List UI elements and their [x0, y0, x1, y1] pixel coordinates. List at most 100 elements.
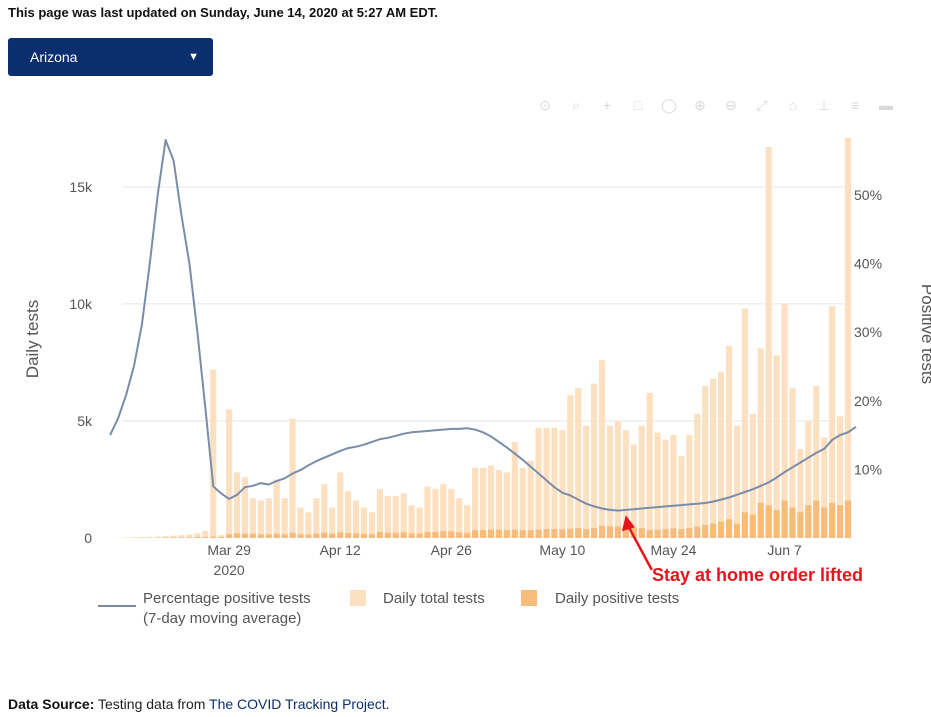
positive-tests-bar [797, 512, 804, 538]
y2-tick-label: 30% [854, 324, 882, 340]
total-tests-bar [741, 308, 748, 538]
positive-tests-bar [448, 531, 455, 538]
lasso-icon[interactable]: ◯ [661, 97, 677, 113]
covid-testing-chart: 0 5k 10k 15k 10% 20% 30% 40% 50% Mar 29 2020 Apr 12… [23, 137, 931, 627]
plus-icon[interactable]: + [602, 97, 612, 113]
positive-tests-bar [376, 532, 383, 538]
legend-total-label: Daily total tests [383, 590, 485, 607]
chevron-down-icon: ▼ [188, 51, 199, 63]
positive-tests-bar [535, 529, 542, 538]
total-tests-bar [130, 537, 137, 538]
annotation-text: Stay at home order lifted [652, 565, 863, 585]
total-tests-bar [702, 385, 709, 538]
total-tests-bar [321, 484, 328, 538]
legend-positive-swatch [521, 590, 537, 606]
zoom-icon[interactable]: ⌕ [572, 97, 580, 113]
zoom-out-icon[interactable]: ⊖ [725, 97, 737, 113]
total-tests-bar [503, 472, 510, 538]
total-tests-bar [233, 472, 241, 538]
total-tests-bar [186, 534, 193, 538]
home-icon[interactable]: ⌂ [788, 97, 798, 113]
total-tests-bar [400, 493, 407, 538]
total-tests-bar [265, 498, 272, 538]
positive-tests-bar [210, 536, 217, 538]
annotation-layer: Stay at home order lifted [621, 515, 863, 585]
legend-line-sublabel: (7-day moving average) [143, 610, 301, 627]
positive-tests-bar [392, 532, 399, 538]
positive-tests-bar [511, 529, 518, 538]
positive-tests-bar [305, 534, 312, 538]
positive-tests-bar [440, 531, 447, 538]
total-tests-bar [218, 535, 225, 538]
autoscale-icon[interactable]: ⤢ [756, 97, 768, 113]
total-tests-bar [622, 430, 629, 538]
total-tests-bar [773, 355, 780, 538]
spike-icon[interactable]: ⊥ [817, 97, 831, 113]
data-source: Data Source: Testing data from The COVID… [8, 696, 390, 712]
positive-tests-bar [416, 533, 423, 538]
total-tests-bar [202, 530, 209, 538]
total-tests-bar [472, 467, 479, 538]
positive-tests-bar [479, 530, 487, 538]
state-select[interactable]: Arizona ▼ [8, 38, 213, 76]
positive-tests-bar [527, 530, 534, 538]
camera-icon[interactable]: ⊙ [539, 97, 551, 113]
closest-icon[interactable]: ▬ [879, 97, 893, 113]
positive-tests-bar [345, 533, 352, 538]
positive-tests-bar [694, 526, 701, 538]
positive-tests-bar [789, 507, 796, 538]
positive-tests-bar [598, 525, 606, 538]
positive-tests-bar [606, 526, 614, 538]
total-tests-bar [392, 495, 399, 538]
total-tests-bar [162, 536, 169, 538]
positive-tests-bar [297, 534, 304, 538]
total-tests-bar [210, 369, 217, 538]
positive-tests-bar [495, 529, 502, 538]
total-tests-bar [559, 430, 566, 538]
total-tests-bar [614, 420, 622, 538]
positive-tests-bar [638, 528, 645, 538]
compare-icon[interactable]: ≡ [850, 97, 860, 113]
y-tick-label: 5k [77, 413, 93, 429]
last-updated-text: This page was last updated on Sunday, Ju… [8, 5, 438, 20]
legend-line-label: Percentage positive tests [143, 590, 311, 607]
total-tests-bar [829, 306, 836, 538]
zoom-in-icon[interactable]: ⊕ [694, 97, 706, 113]
positive-tests-bar [837, 505, 844, 538]
positive-tests-bar [622, 526, 629, 538]
total-tests-bar [249, 498, 257, 538]
positive-tests-bar [662, 529, 669, 538]
total-tests-bar [154, 536, 161, 538]
positive-tests-bar [773, 509, 780, 538]
total-tests-bar [257, 500, 264, 538]
positive-tests-bar [630, 527, 637, 538]
total-tests-bar [511, 442, 518, 538]
x-tick-label: May 24 [651, 542, 697, 558]
data-source-text: Testing data from [98, 696, 206, 712]
total-tests-bar [416, 507, 423, 538]
positive-tests-bar [265, 534, 272, 538]
axes: 0 5k 10k 15k 10% 20% 30% 40% 50% Mar 29 2020 Apr 12… [23, 179, 931, 578]
positive-tests-bar [805, 505, 812, 538]
total-tests-bar [781, 303, 788, 538]
total-tests-bar [360, 507, 368, 538]
covid-tracking-project-link[interactable]: The COVID Tracking Project [209, 696, 386, 712]
total-tests-bar [646, 392, 653, 538]
box-select-icon[interactable]: □ [633, 97, 643, 113]
positive-tests-bar [289, 532, 296, 538]
annotation-arrowhead [621, 515, 635, 532]
y2-tick-label: 50% [854, 187, 882, 203]
y2-axis-label: Positive tests [918, 284, 931, 384]
total-tests-bar [837, 416, 844, 538]
annotation-arrow-shaft [627, 526, 653, 571]
y2-tick-label: 40% [854, 256, 882, 272]
positive-tests-bars [122, 500, 852, 538]
positive-tests-bar [686, 527, 693, 538]
positive-tests-bar [559, 529, 566, 538]
x-tick-label: May 10 [539, 542, 585, 558]
positive-tests-bar [241, 533, 249, 538]
data-source-label: Data Source: [8, 696, 95, 712]
total-tests-bar [551, 427, 558, 538]
total-tests-bar [749, 413, 756, 538]
total-tests-bar [178, 535, 185, 538]
